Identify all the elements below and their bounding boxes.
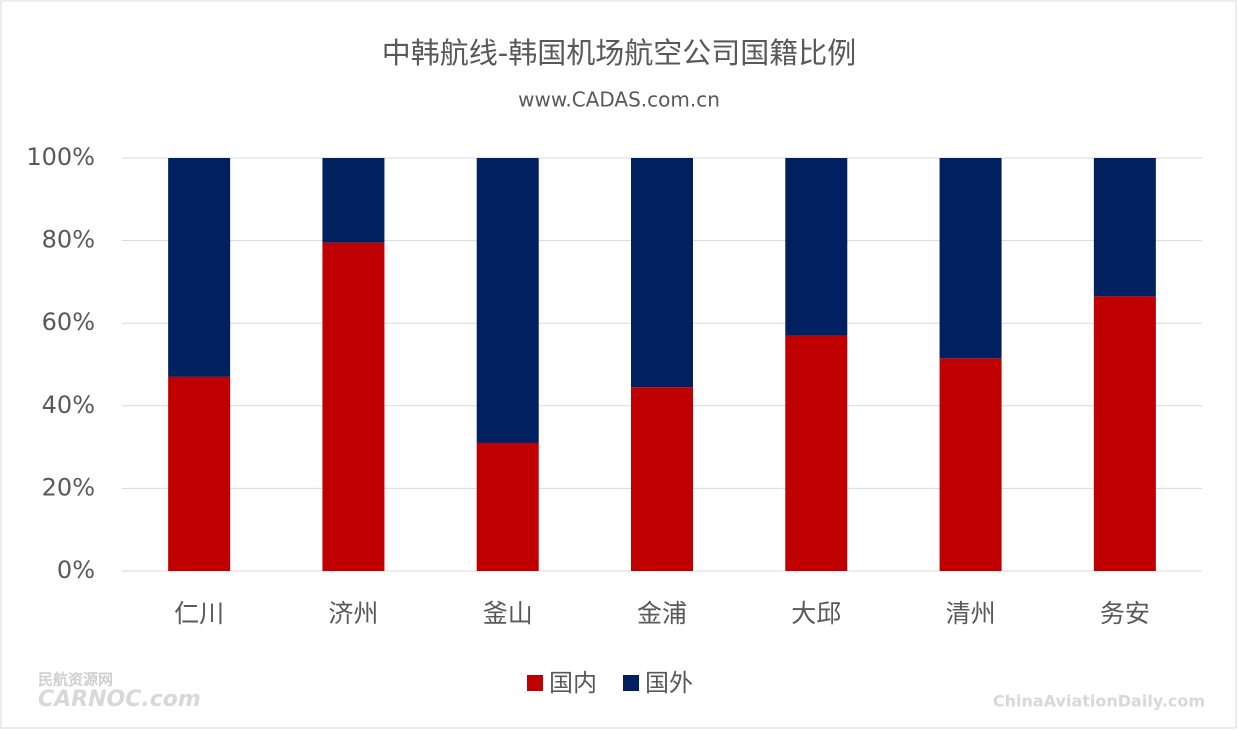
chart-subtitle: www.CADAS.com.cn bbox=[518, 88, 720, 112]
bar-segment bbox=[322, 242, 385, 572]
legend-label: 国内 bbox=[549, 669, 597, 697]
y-tick-label: 100% bbox=[26, 143, 95, 171]
watermark: CARNOC.com bbox=[38, 687, 201, 712]
bar-segment bbox=[785, 335, 848, 571]
bar-segment bbox=[631, 158, 693, 388]
x-tick-label: 大邱 bbox=[791, 599, 841, 628]
y-tick-label: 40% bbox=[42, 391, 95, 419]
y-tick-label: 0% bbox=[57, 556, 95, 584]
y-tick-label: 20% bbox=[42, 473, 95, 501]
x-tick-label: 仁川 bbox=[174, 599, 224, 628]
bar-segment bbox=[476, 158, 539, 443]
bar-segment bbox=[785, 158, 848, 336]
bar-segment bbox=[631, 387, 693, 571]
bar-segment bbox=[939, 358, 1002, 571]
chart-title: 中韩航线-韩国机场航空公司国籍比例 bbox=[382, 36, 856, 70]
bar-segment bbox=[1093, 158, 1156, 297]
y-tick-label: 60% bbox=[42, 308, 95, 336]
legend-label: 国外 bbox=[645, 669, 693, 697]
x-tick-label: 济州 bbox=[328, 599, 378, 628]
x-tick-label: 务安 bbox=[1100, 599, 1150, 628]
bar-segment bbox=[322, 158, 385, 243]
legend-swatch bbox=[623, 675, 639, 691]
bar-segment bbox=[939, 158, 1002, 359]
x-tick-label: 釜山 bbox=[483, 599, 533, 628]
bar-segment bbox=[168, 158, 231, 377]
y-tick-label: 80% bbox=[42, 226, 95, 254]
bar-segment bbox=[476, 442, 539, 571]
watermark: 民航资源网 bbox=[38, 671, 113, 689]
bar-segment bbox=[1093, 296, 1156, 571]
legend-swatch bbox=[527, 675, 543, 691]
x-tick-label: 清州 bbox=[946, 599, 996, 628]
x-tick-label: 金浦 bbox=[637, 599, 687, 628]
bar-segment bbox=[168, 376, 231, 571]
watermark: ChinaAviationDaily.com bbox=[993, 692, 1205, 711]
